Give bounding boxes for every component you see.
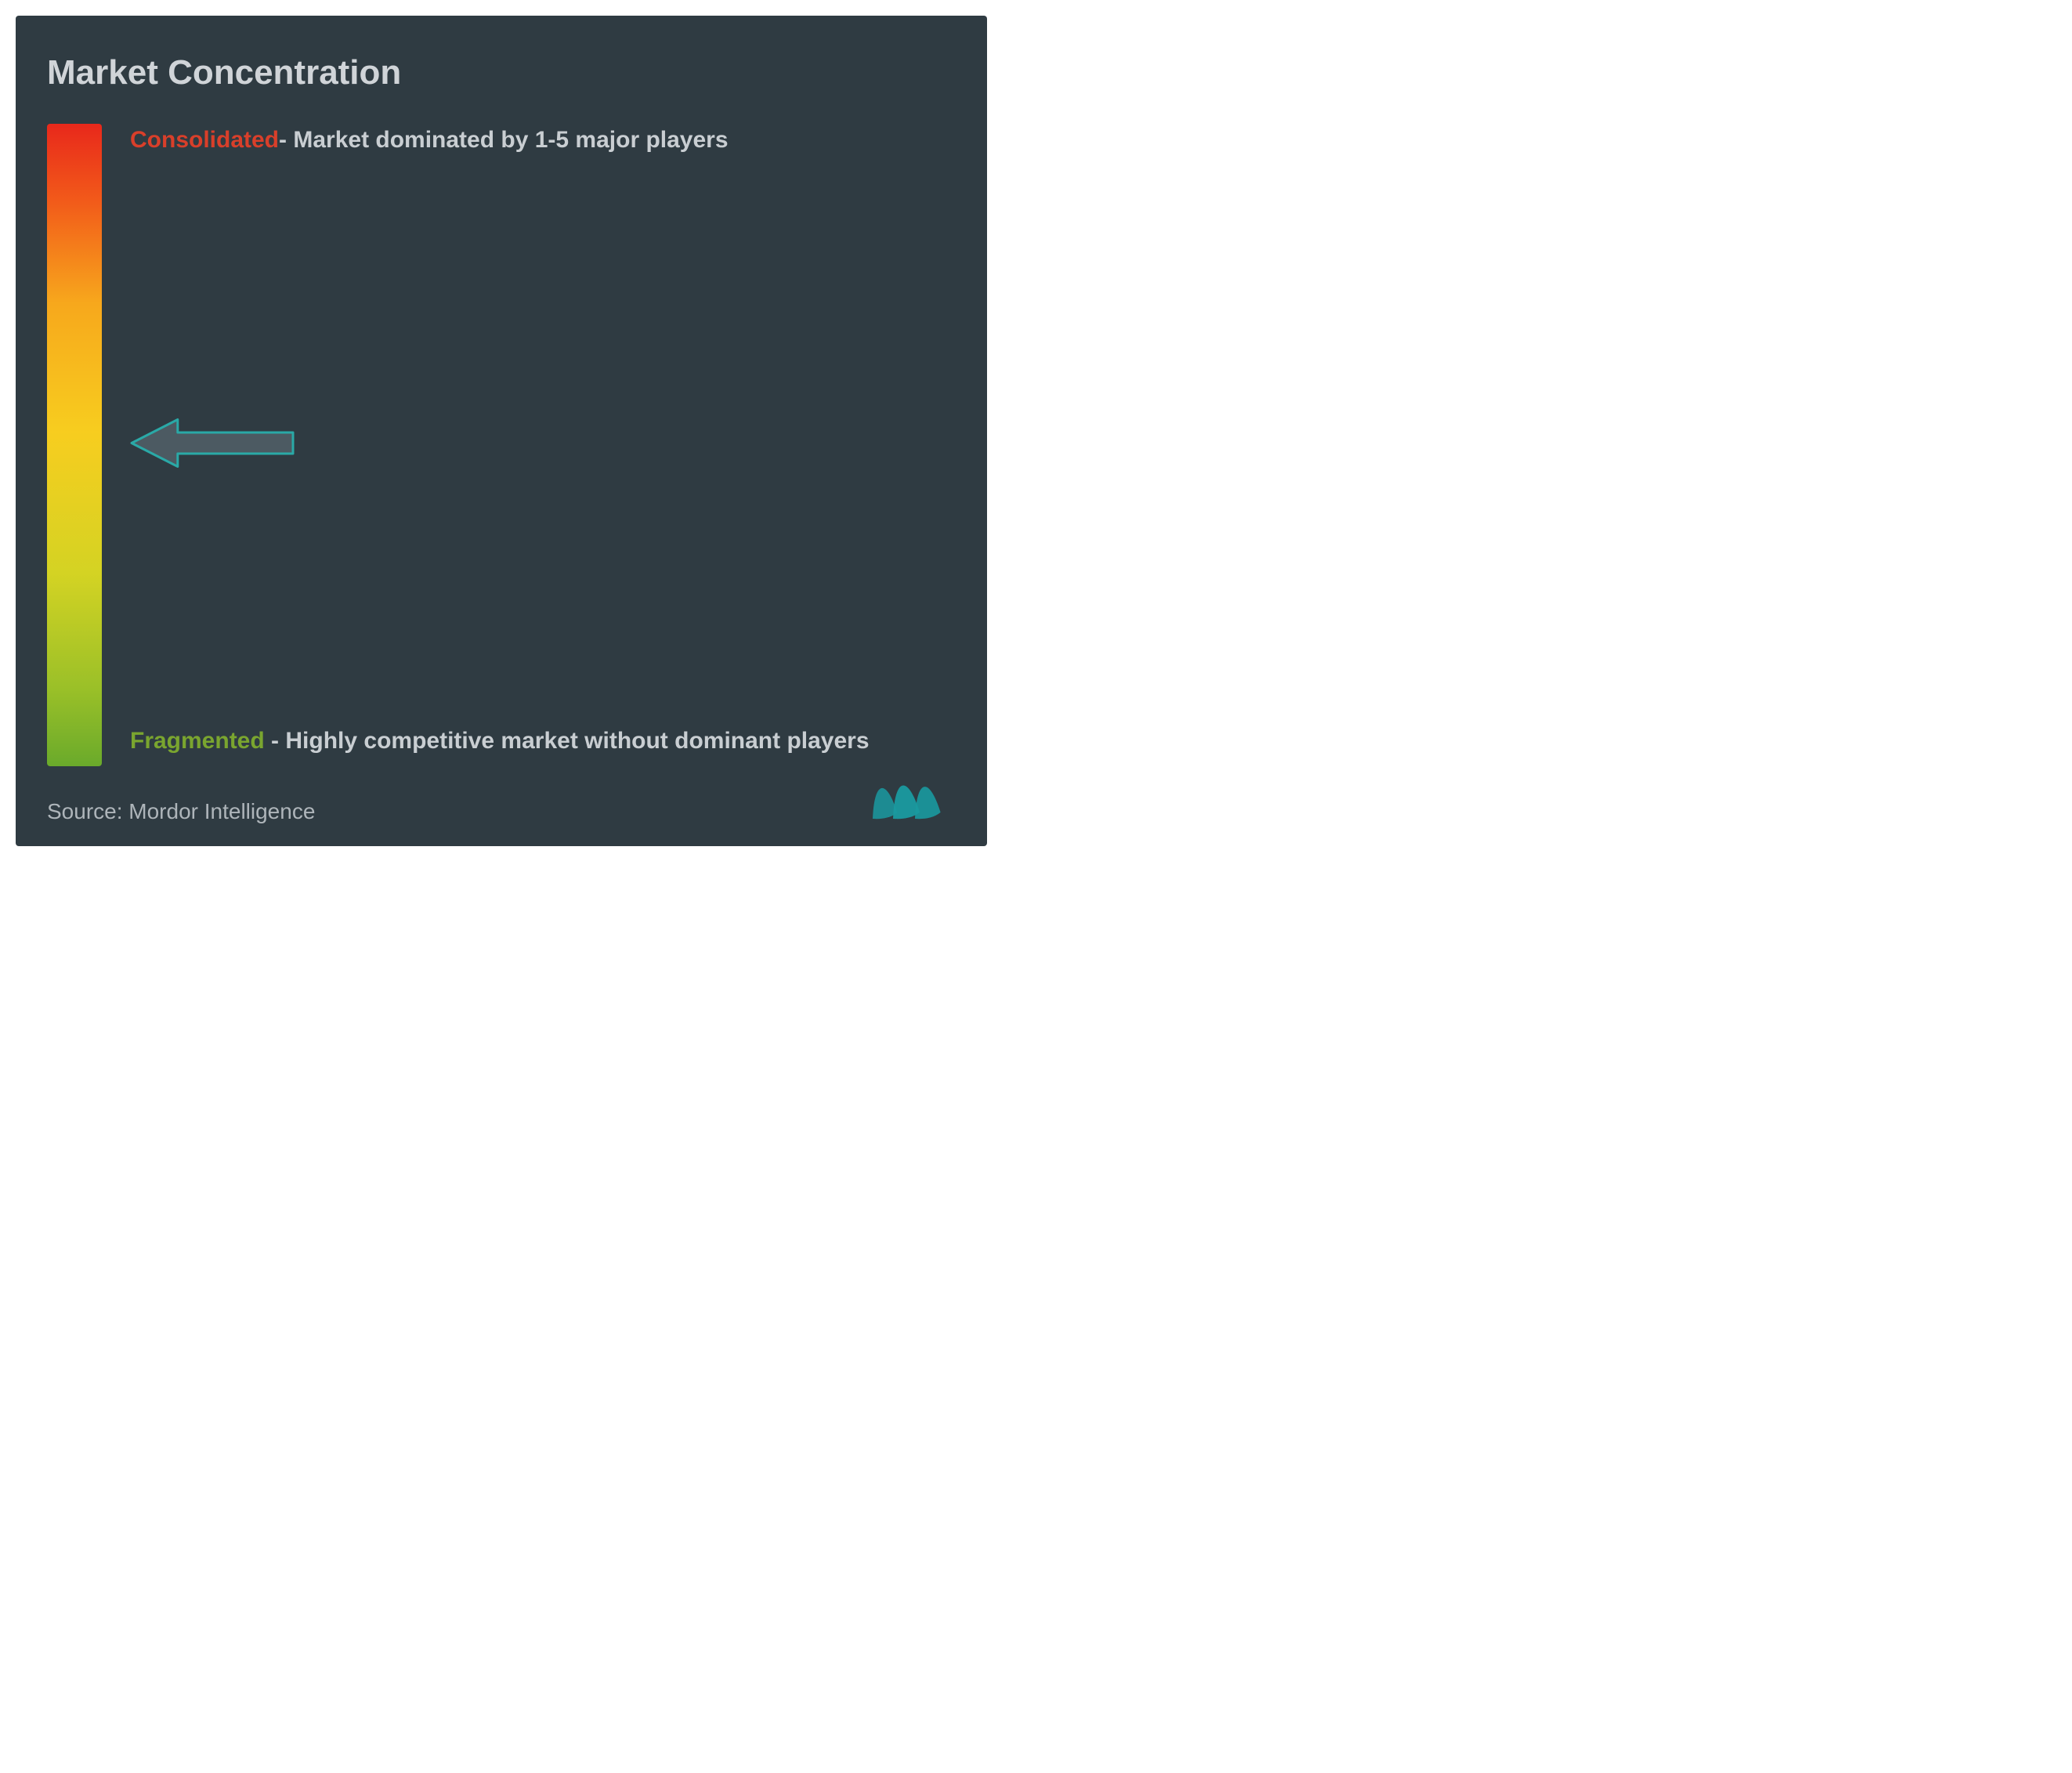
footer-row: Source: Mordor Intelligence (47, 776, 956, 824)
labels-area: Consolidated- Market dominated by 1-5 ma… (102, 124, 956, 766)
fragmented-keyword: Fragmented (130, 728, 265, 754)
page-title: Market Concentration (47, 53, 956, 92)
consolidated-label: Consolidated- Market dominated by 1-5 ma… (130, 124, 940, 157)
content-row: Consolidated- Market dominated by 1-5 ma… (47, 124, 956, 766)
consolidated-keyword: Consolidated (130, 127, 279, 153)
position-arrow (130, 418, 295, 472)
source-text: Source: Mordor Intelligence (47, 799, 315, 824)
brand-logo (870, 776, 956, 824)
fragmented-label: Fragmented - Highly competitive market w… (130, 723, 909, 758)
concentration-gradient-bar (47, 124, 102, 766)
fragmented-desc: - Highly competitive market without domi… (265, 728, 870, 754)
mordor-wave-icon (870, 776, 948, 820)
consolidated-desc: - Market dominated by 1-5 major players (279, 127, 729, 153)
infographic-container: Market Concentration Consolidated- Marke… (16, 16, 987, 846)
arrow-left-icon (130, 418, 295, 469)
